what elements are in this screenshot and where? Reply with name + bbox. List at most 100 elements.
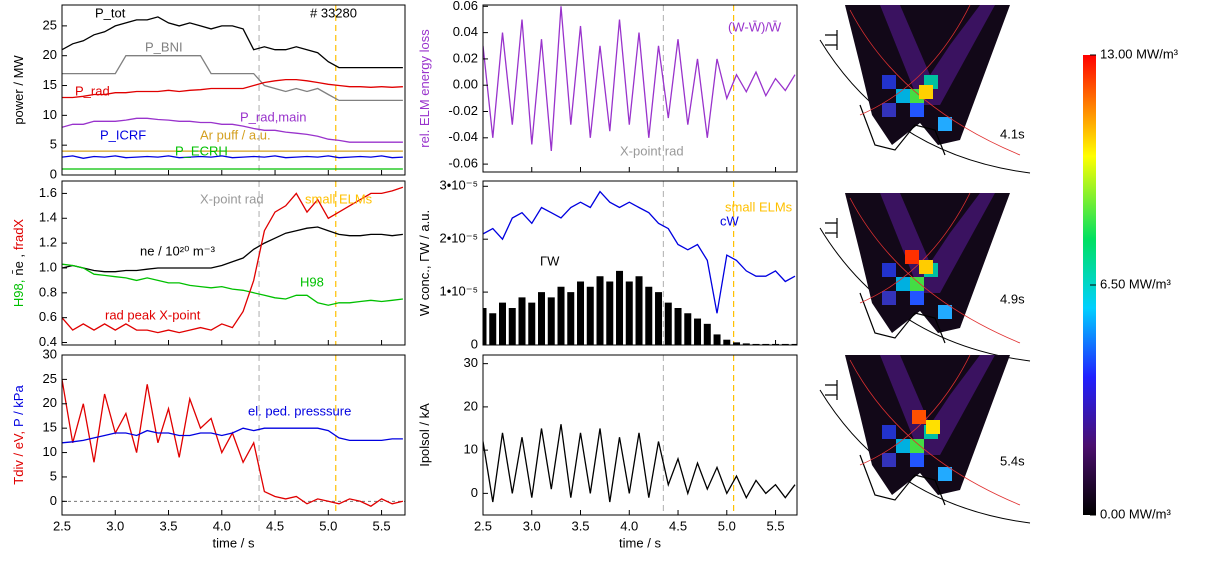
y-tick-label: 10 <box>464 442 478 457</box>
x-tick-label: 5.0 <box>319 518 337 533</box>
x-tick-label: 4.5 <box>266 518 284 533</box>
y-tick-label: 3•10⁻⁵ <box>440 178 479 193</box>
plot-area <box>483 5 796 172</box>
series-label: P_ECRH <box>175 143 228 158</box>
plot-frame <box>482 354 798 516</box>
panel: ne / 10²⁰ m⁻³ H98 rad peak X-point 0.4 0.6 0.… <box>11 180 406 349</box>
panel: -0.06 -0.04 -0.02 0.00 0.02 0.04 0.06 rel. ELM … <box>417 0 798 173</box>
x-tick-label: 5.5 <box>767 518 785 533</box>
series-line <box>62 427 403 444</box>
x-axis-label: time / s <box>619 535 661 550</box>
panel: el. ped. presssure 0 5 10 15 20 25 30 2.5 3.0 3.5 4… <box>11 346 406 550</box>
series-line <box>62 155 403 159</box>
y-tick-label: 0 <box>471 485 478 500</box>
y-tick-label: 0 <box>50 493 57 508</box>
y-tick-label: 30 <box>43 346 57 361</box>
plot-frame <box>482 4 798 173</box>
series-label: H98 <box>300 274 324 289</box>
series-label: Ar puff / a.u. <box>200 127 271 142</box>
y-tick-label: 1.6 <box>39 185 57 200</box>
y-axis-label: H98, n̄e , fradX <box>11 219 26 308</box>
y-axis-label-part: power / MW <box>11 55 26 125</box>
image-time-label: 5.4s <box>1000 453 1025 468</box>
series-line <box>62 16 403 69</box>
plot-frame <box>61 354 406 516</box>
y-axis-label-part: n̄e , <box>11 254 26 276</box>
panel: 0 10 20 30 2.5 3.0 3.5 4.0 4.5 5.0 5.5 time / s Ipol… <box>417 354 798 550</box>
x-tick-label: 3.0 <box>523 518 541 533</box>
x-tick-label: 4.0 <box>620 518 638 533</box>
y-tick-label: 0.06 <box>453 0 478 13</box>
series-line <box>62 379 404 507</box>
plot-frame <box>61 4 406 176</box>
series-label: P_ICRF <box>100 127 146 142</box>
x-tick-label: 5.0 <box>718 518 736 533</box>
y-tick-label: 20 <box>43 47 57 62</box>
series-label: el. ped. presssure <box>248 403 351 418</box>
y-axis-label-part: fradX <box>11 219 26 250</box>
plot-area <box>62 5 403 175</box>
y-axis-label-part: Tdiv / eV, <box>11 431 26 485</box>
colorbar <box>1083 55 1096 515</box>
colorbar-tick-label: 6.50 MW/m³ <box>1100 276 1171 291</box>
y-axis-label: power / MW <box>11 55 26 125</box>
y-tick-label: 2•10⁻⁵ <box>440 231 479 246</box>
series-line <box>62 117 403 143</box>
y-tick-label: 20 <box>43 395 57 410</box>
y-axis-label: rel. ELM energy loss <box>417 29 432 148</box>
y-tick-label: 10 <box>43 107 57 122</box>
plot-frame <box>61 180 406 346</box>
colorbar-tick-label: 13.00 MW/m³ <box>1100 46 1179 61</box>
tomography-image <box>819 354 1031 524</box>
x-tick-label: 2.5 <box>53 518 71 533</box>
annotation: X-point rad <box>200 191 264 206</box>
y-tick-label: 15 <box>43 420 57 435</box>
y-tick-label: 0.04 <box>453 24 478 39</box>
series-label: P_rad,main <box>240 109 306 124</box>
y-tick-label: 1.4 <box>39 210 57 225</box>
y-axis-label-part: H98, <box>11 280 26 307</box>
y-axis-label: W conc., ΓW / a.u. <box>417 210 432 316</box>
x-tick-label: 4.0 <box>213 518 231 533</box>
y-tick-label: 5 <box>50 137 57 152</box>
annotation: # 33280 <box>310 5 357 20</box>
image-time-label: 4.1s <box>1000 126 1025 141</box>
y-axis-label: Tdiv / eV, P / kPa <box>11 385 26 485</box>
plot-area <box>62 181 404 345</box>
x-tick-label: 3.5 <box>571 518 589 533</box>
series-label: rad peak X-point <box>105 307 201 322</box>
y-tick-label: 20 <box>464 398 478 413</box>
series-label: cW <box>720 213 740 228</box>
series-label: P_tot <box>95 5 126 20</box>
series-line <box>483 424 796 503</box>
y-tick-label: 1.2 <box>39 235 57 250</box>
series-label: P_rad <box>75 83 110 98</box>
y-tick-label: 30 <box>464 355 478 370</box>
y-axis-label-part: rel. ELM energy loss <box>417 29 432 148</box>
tomography-images <box>819 4 1031 524</box>
y-axis-label-part: Ipolsol / kA <box>417 403 432 467</box>
series-label: P_BNI <box>145 39 183 54</box>
y-tick-label: 0.00 <box>453 77 478 92</box>
x-tick-label: 2.5 <box>474 518 492 533</box>
panel: P_tot P_BNI P_rad P_rad,main P_ICRF Ar puff /… <box>11 4 406 181</box>
image-time-label: 4.9s <box>1000 291 1025 306</box>
series-line <box>62 186 404 334</box>
y-axis-label-part: P / kPa <box>11 385 26 427</box>
series-line <box>62 78 403 99</box>
series-line <box>483 190 796 314</box>
y-tick-label: 1.0 <box>39 259 57 274</box>
series-line <box>62 226 403 273</box>
annotation: small ELMs <box>305 191 373 206</box>
plot-frame <box>482 180 798 346</box>
tomography-image <box>819 192 1031 362</box>
series-label: ΓW <box>540 253 560 268</box>
y-tick-label: 15 <box>43 77 57 92</box>
y-axis-label-part: W conc., ΓW / a.u. <box>417 210 432 316</box>
y-tick-label: 0 <box>471 336 478 351</box>
annotation: small ELMs <box>725 199 793 214</box>
colorbar-tick-label: 0.00 MW/m³ <box>1100 506 1171 521</box>
y-tick-label: -0.04 <box>448 129 478 144</box>
x-tick-label: 3.5 <box>159 518 177 533</box>
y-tick-label: 0 <box>50 166 57 181</box>
